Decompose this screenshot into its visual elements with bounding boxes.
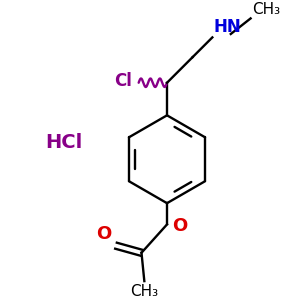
Text: HN: HN <box>214 18 242 36</box>
Text: Cl: Cl <box>114 72 132 90</box>
Text: O: O <box>172 217 188 235</box>
Text: CH₃: CH₃ <box>252 2 280 17</box>
Text: HCl: HCl <box>45 133 82 152</box>
Text: O: O <box>97 225 112 243</box>
Text: CH₃: CH₃ <box>130 284 158 299</box>
